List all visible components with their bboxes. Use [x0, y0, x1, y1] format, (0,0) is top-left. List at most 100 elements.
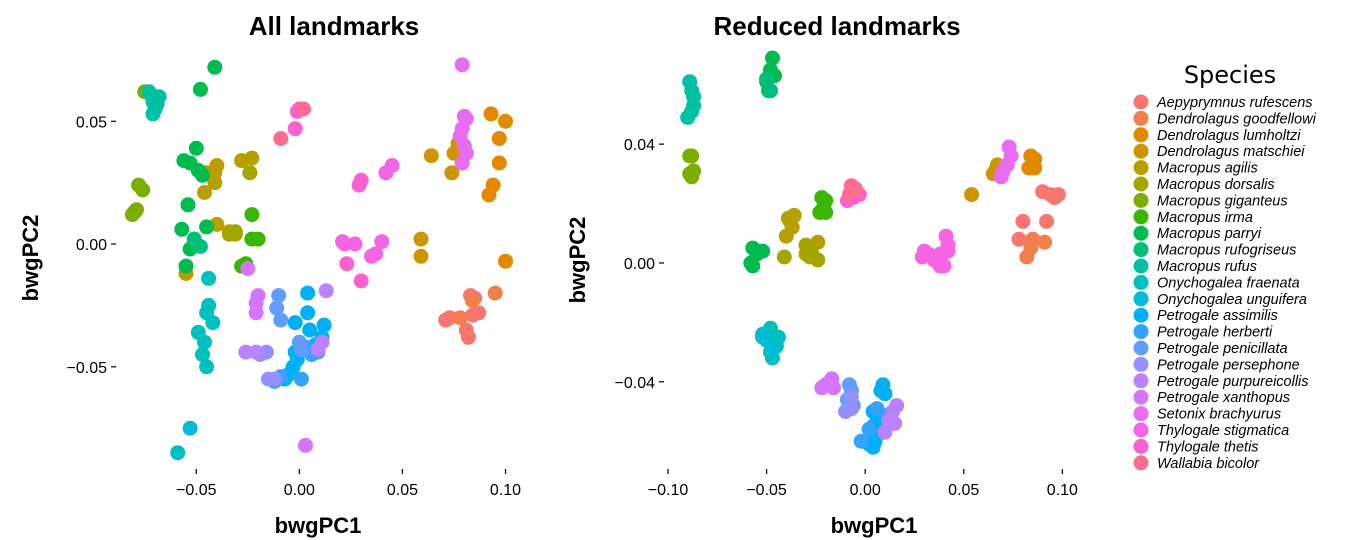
axis-ticks: −0.10 −0.05 0.00 0.05 0.10 −0.04 0.00 0.04 [615, 137, 1078, 499]
data-point [914, 249, 930, 265]
legend-label: Dendrolagus goodfellowi [1157, 111, 1317, 127]
data-point [242, 165, 258, 181]
legend-label: Dendrolagus matschiei [1157, 144, 1305, 160]
data-point [471, 305, 487, 321]
data-point [250, 231, 266, 247]
legend-label: Petrogale xanthopus [1157, 390, 1290, 406]
data-point [205, 315, 221, 331]
chart-title: All landmarks [249, 11, 420, 41]
data-point [442, 310, 458, 326]
y-axis-label: bwgPC2 [18, 215, 43, 302]
legend: Species Aepyprymnus rufescensDendrolagus… [1133, 61, 1317, 472]
legend-label: Macropus irma [1157, 210, 1253, 226]
legend-key [1133, 422, 1149, 438]
chart-title: Reduced landmarks [713, 11, 960, 41]
x-tick-label: −0.05 [176, 482, 217, 499]
data-point [244, 150, 260, 166]
data-point [238, 344, 254, 360]
data-point [207, 59, 223, 75]
data-point [993, 169, 1009, 185]
legend-key [1133, 438, 1149, 454]
legend-label: Petrogale penicillata [1157, 341, 1288, 357]
legend-key [1133, 258, 1149, 274]
legend-key [1133, 143, 1149, 159]
x-tick-label: 0.00 [850, 482, 881, 499]
data-point [151, 89, 167, 105]
legend-key [1133, 455, 1149, 471]
data-point [300, 305, 316, 321]
legend-item: Onychogalea unguifera [1133, 291, 1307, 308]
legend-item: Dendrolagus goodfellowi [1133, 110, 1317, 127]
x-axis-label: bwgPC1 [275, 513, 362, 538]
legend-label: Macropus giganteus [1157, 193, 1288, 209]
data-point [192, 81, 208, 97]
y-tick-label: −0.05 [67, 360, 108, 377]
data-point [316, 317, 332, 333]
data-point [810, 234, 826, 250]
data-point [287, 121, 303, 137]
data-point [318, 283, 334, 299]
legend-key [1133, 389, 1149, 405]
data-point [287, 315, 303, 331]
data-point [273, 131, 289, 146]
data-point [465, 293, 480, 308]
data-point [684, 169, 700, 185]
data-point [1047, 190, 1062, 206]
data-point [818, 193, 834, 209]
data-point [798, 237, 814, 253]
data-point [826, 380, 842, 396]
legend-label: Macropus dorsalis [1157, 177, 1275, 193]
legend-key [1133, 209, 1149, 225]
data-point [749, 246, 765, 262]
data-point [491, 131, 507, 146]
data-point [680, 109, 696, 125]
data-point [310, 342, 326, 358]
legend-item: Onychogalea fraenata [1133, 274, 1300, 291]
data-point [423, 148, 439, 164]
data-point [1037, 234, 1053, 250]
legend-item: Macropus giganteus [1133, 192, 1288, 209]
data-point [877, 424, 893, 440]
y-tick-label: 0.05 [76, 114, 107, 131]
data-point [460, 329, 476, 345]
x-axis-label: bwgPC1 [831, 513, 918, 538]
data-point [889, 398, 905, 414]
data-point [452, 310, 468, 326]
legend-item: Macropus rufus [1133, 258, 1257, 275]
data-point [248, 305, 264, 321]
legend-key [1133, 291, 1149, 307]
data-point [1011, 231, 1027, 247]
x-tick-label: 0.05 [948, 482, 979, 499]
data-point [353, 273, 369, 289]
data-point [201, 270, 217, 286]
legend-item: Thylogale thetis [1133, 438, 1259, 455]
x-tick-label: 0.10 [1047, 482, 1078, 499]
legend-key [1133, 176, 1149, 192]
legend-item: Petrogale penicillata [1133, 340, 1288, 357]
legend-key [1133, 406, 1149, 422]
data-point [413, 231, 429, 247]
legend-label: Thylogale stigmatica [1157, 423, 1289, 439]
legend-key [1133, 242, 1149, 258]
legend-item: Dendrolagus matschiei [1133, 143, 1305, 160]
data-point [763, 83, 778, 99]
data-point [755, 329, 771, 345]
data-point [784, 219, 800, 235]
data-point [267, 371, 283, 387]
data-point [413, 248, 429, 264]
data-point [221, 226, 237, 242]
legend-title: Species [1184, 61, 1276, 89]
legend-key [1133, 225, 1149, 241]
legend-label: Petrogale assimilis [1157, 308, 1278, 324]
data-point [498, 253, 513, 269]
panel-reduced-landmarks: Reduced landmarks bwgPC1 bwgPC2 −0.10 −0.… [565, 11, 1078, 538]
legend-label: Onychogalea unguifera [1157, 292, 1307, 308]
data-point [498, 113, 513, 129]
legend-label: Macropus rufus [1157, 259, 1257, 275]
data-point [293, 342, 309, 358]
legend-label: Petrogale herberti [1157, 325, 1273, 341]
legend-label: Macropus rufogriseus [1157, 243, 1296, 259]
legend-item: Petrogale herberti [1133, 324, 1273, 341]
y-axis-label: bwgPC2 [565, 217, 590, 304]
legend-key [1133, 192, 1149, 208]
